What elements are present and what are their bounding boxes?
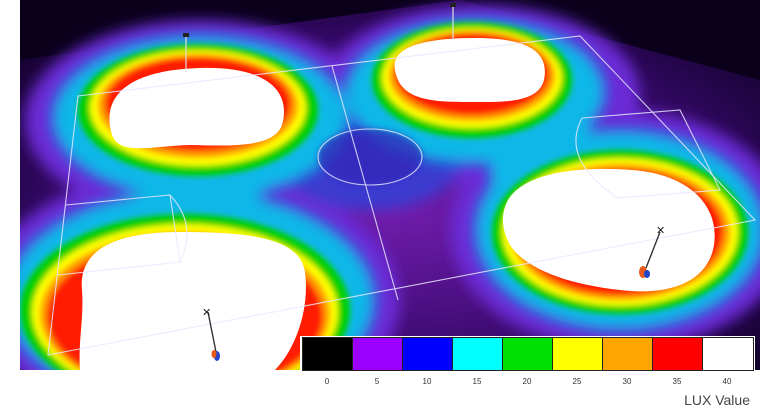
swatch-15 (453, 338, 503, 370)
tick-label: 40 (722, 377, 732, 386)
tick-label: 35 (672, 377, 682, 386)
swatch-35 (653, 338, 703, 370)
tick-label: 20 (522, 377, 532, 386)
color-scale-legend (300, 336, 755, 372)
svg-text:✕: ✕ (202, 306, 211, 319)
illuminance-map: ✕ ✕ (20, 0, 760, 370)
swatch-20 (503, 338, 553, 370)
swatch-40 (703, 338, 753, 370)
swatch-25 (553, 338, 603, 370)
swatch-0 (303, 338, 353, 370)
tick-label: 25 (572, 377, 582, 386)
scale-tick-labels: 0 5 10 15 20 25 30 35 40 (300, 374, 755, 390)
tick-label: 5 (374, 377, 380, 386)
swatch-5 (353, 338, 403, 370)
tick-label: 30 (622, 377, 632, 386)
legend-caption: LUX Value (684, 392, 750, 408)
swatch-10 (403, 338, 453, 370)
tick-label: 10 (422, 377, 432, 386)
svg-text:✕: ✕ (656, 224, 665, 237)
color-scale-swatches (302, 337, 754, 371)
swatch-30 (603, 338, 653, 370)
tick-label: 0 (324, 377, 330, 386)
tick-label: 15 (472, 377, 482, 386)
